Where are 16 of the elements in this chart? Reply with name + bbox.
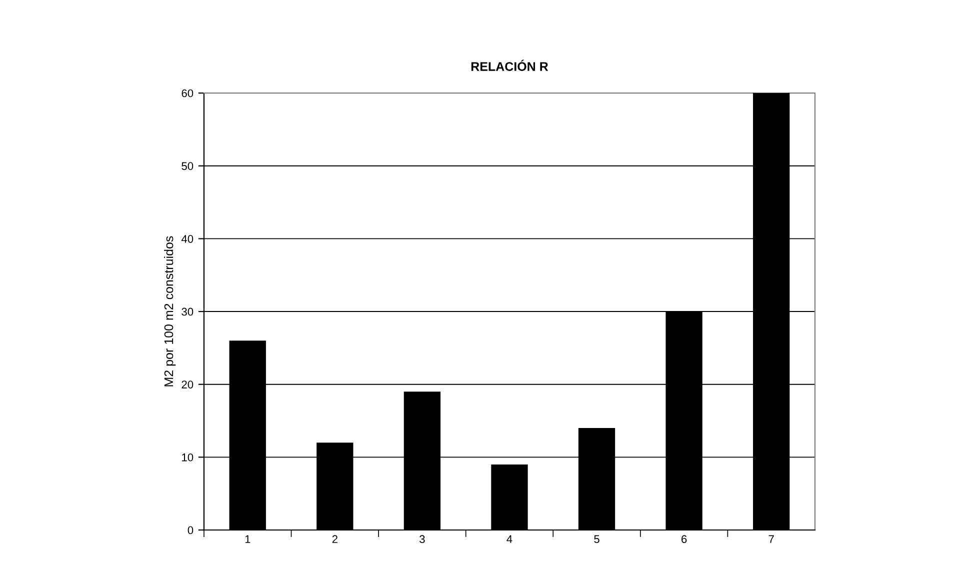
y-tick-label: 10: [182, 453, 194, 462]
y-tick-label: 0: [188, 526, 194, 534]
x-tick-label: 2: [332, 535, 338, 543]
y-tick-label: 60: [182, 89, 194, 98]
y-axis-title: M2 por 100 m2 construidos: [164, 236, 176, 386]
y-tick-label: 50: [182, 162, 194, 170]
x-tick-label: 7: [768, 535, 774, 543]
y-tick-label: 30: [182, 308, 194, 316]
x-tick-label: 5: [594, 535, 600, 544]
x-tick-label: 3: [420, 535, 425, 544]
y-tick-label: 40: [181, 234, 194, 243]
x-tick-label: 6: [682, 535, 687, 544]
y-tick-label: 20: [182, 380, 194, 388]
chart-title: RELACIÓN R: [471, 60, 548, 71]
x-tick-label: 4: [506, 535, 512, 543]
x-tick-label: 1: [245, 535, 250, 543]
